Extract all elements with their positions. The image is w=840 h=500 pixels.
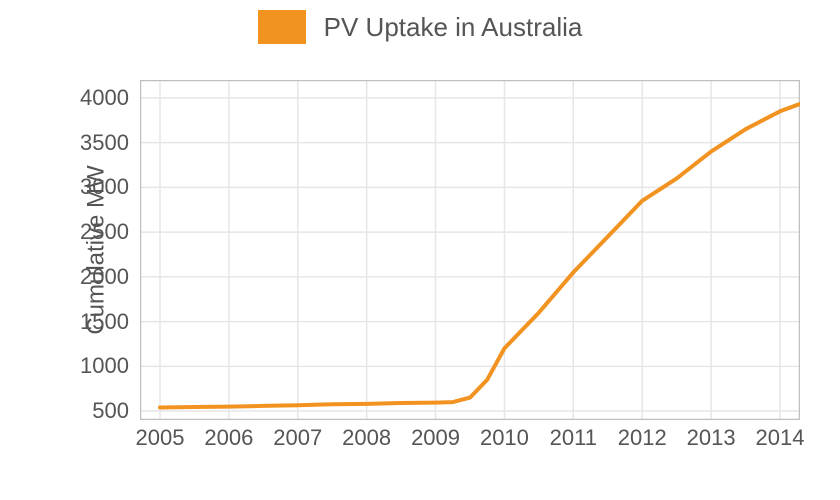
y-tick-label: 3000 (80, 174, 129, 200)
x-tick-label: 2007 (273, 425, 322, 451)
x-tick-label: 2005 (136, 425, 185, 451)
plot-area (140, 80, 800, 420)
legend-swatch (258, 10, 306, 44)
y-tick-label: 1500 (80, 309, 129, 335)
y-tick-label: 4000 (80, 85, 129, 111)
x-tick-label: 2013 (687, 425, 736, 451)
x-tick-label: 2011 (550, 425, 597, 451)
x-tick-label: 2014 (756, 425, 805, 451)
legend-label: PV Uptake in Australia (324, 12, 583, 43)
y-tick-label: 2500 (80, 219, 129, 245)
x-ticks: 2005200620072008200920102011201220132014 (140, 425, 800, 455)
legend: PV Uptake in Australia (0, 10, 840, 44)
x-tick-label: 2010 (480, 425, 529, 451)
x-tick-label: 2008 (342, 425, 391, 451)
pv-uptake-chart: PV Uptake in Australia Cumulative MW 500… (0, 0, 840, 500)
x-tick-label: 2012 (618, 425, 667, 451)
chart-svg (140, 80, 800, 420)
y-tick-label: 500 (92, 398, 129, 424)
y-tick-label: 2000 (80, 264, 129, 290)
y-tick-label: 3500 (80, 130, 129, 156)
y-tick-label: 1000 (80, 353, 129, 379)
x-tick-label: 2006 (204, 425, 253, 451)
x-tick-label: 2009 (411, 425, 460, 451)
